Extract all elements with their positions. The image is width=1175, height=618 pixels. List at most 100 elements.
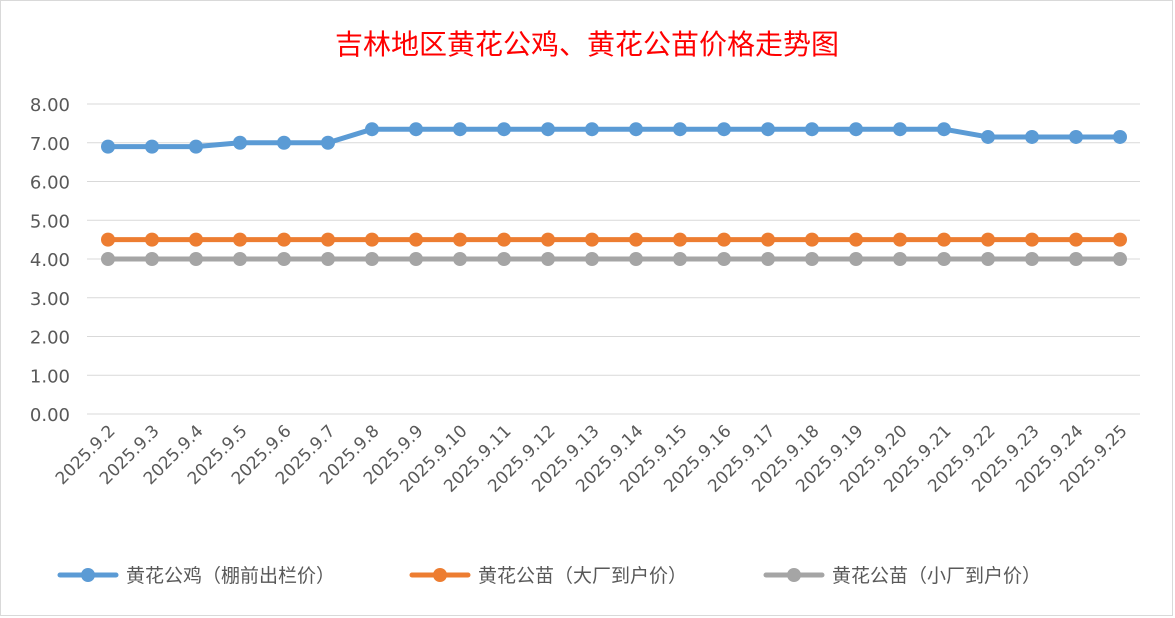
data-point bbox=[849, 232, 863, 247]
data-point bbox=[981, 252, 995, 266]
data-point bbox=[1069, 129, 1083, 144]
data-point bbox=[409, 122, 423, 137]
data-point bbox=[1069, 252, 1083, 266]
data-point bbox=[1025, 252, 1039, 266]
data-point bbox=[893, 122, 907, 137]
data-point bbox=[453, 252, 467, 266]
data-point bbox=[541, 122, 555, 137]
data-point bbox=[937, 122, 951, 137]
gridlines bbox=[87, 103, 1140, 415]
data-point bbox=[1025, 232, 1039, 247]
data-point bbox=[101, 139, 115, 154]
data-point bbox=[585, 122, 599, 137]
series-3 bbox=[101, 252, 1127, 266]
data-point bbox=[321, 232, 335, 247]
y-tick-label: 3.00 bbox=[30, 289, 70, 310]
series-1 bbox=[101, 122, 1127, 154]
y-tick-label: 1.00 bbox=[30, 366, 70, 387]
data-point bbox=[321, 252, 335, 266]
data-point bbox=[321, 135, 335, 150]
data-point bbox=[585, 232, 599, 247]
data-point bbox=[365, 122, 379, 137]
data-point bbox=[409, 232, 423, 247]
data-point bbox=[189, 139, 203, 154]
data-point bbox=[101, 252, 115, 266]
data-point bbox=[1113, 252, 1127, 266]
y-tick-label: 7.00 bbox=[30, 134, 70, 155]
data-point bbox=[189, 232, 203, 247]
data-point bbox=[145, 252, 159, 266]
legend-swatch-marker bbox=[787, 568, 801, 582]
data-point bbox=[541, 252, 555, 266]
data-point bbox=[585, 252, 599, 266]
data-point bbox=[277, 232, 291, 247]
legend-label: 黄花公鸡（棚前出栏价） bbox=[126, 565, 335, 587]
legend-label: 黄花公苗（大厂到户价） bbox=[478, 565, 687, 587]
data-point bbox=[937, 252, 951, 266]
legend-label: 黄花公苗（小厂到户价） bbox=[832, 565, 1041, 587]
data-point bbox=[1113, 129, 1127, 144]
y-tick-label: 0.00 bbox=[30, 405, 70, 426]
data-point bbox=[1025, 129, 1039, 144]
data-point bbox=[629, 252, 643, 266]
legend-item: 黄花公苗（大厂到户价） bbox=[409, 565, 687, 587]
data-point bbox=[805, 122, 819, 137]
data-point bbox=[233, 252, 247, 266]
x-axis-ticks: 2025.9.22025.9.32025.9.42025.9.52025.9.6… bbox=[52, 421, 1132, 496]
y-tick-label: 6.00 bbox=[30, 173, 70, 194]
data-point bbox=[1113, 232, 1127, 247]
data-point bbox=[673, 122, 687, 137]
data-point bbox=[541, 232, 555, 247]
data-point bbox=[409, 252, 423, 266]
data-point bbox=[937, 232, 951, 247]
legend-swatch-marker bbox=[433, 568, 447, 582]
data-point bbox=[1069, 232, 1083, 247]
data-point bbox=[981, 129, 995, 144]
series-group bbox=[101, 122, 1127, 266]
legend: 黄花公鸡（棚前出栏价） 黄花公苗（大厂到户价） 黄花公苗（小厂到户价） bbox=[57, 565, 1041, 587]
data-point bbox=[629, 122, 643, 137]
y-axis-ticks: 0.00 1.00 2.00 3.00 4.00 5.00 6.00 7.00 8.00 bbox=[30, 95, 70, 426]
data-point bbox=[497, 122, 511, 137]
y-tick-label: 2.00 bbox=[30, 328, 70, 349]
data-point bbox=[717, 252, 731, 266]
legend-swatch-marker bbox=[81, 568, 95, 582]
series-line bbox=[105, 126, 1123, 150]
data-point bbox=[981, 232, 995, 247]
legend-item: 黄花公鸡（棚前出栏价） bbox=[57, 565, 335, 587]
y-tick-label: 8.00 bbox=[30, 95, 70, 116]
chart-title: 吉林地区黄花公鸡、黄花公苗价格走势图 bbox=[335, 28, 839, 61]
data-point bbox=[673, 252, 687, 266]
data-point bbox=[453, 122, 467, 137]
series-2 bbox=[101, 232, 1127, 247]
data-point bbox=[277, 252, 291, 266]
data-point bbox=[761, 252, 775, 266]
data-point bbox=[365, 232, 379, 247]
data-point bbox=[893, 252, 907, 266]
data-point bbox=[805, 252, 819, 266]
data-point bbox=[717, 232, 731, 247]
data-point bbox=[233, 232, 247, 247]
data-point bbox=[453, 232, 467, 247]
data-point bbox=[761, 232, 775, 247]
data-point bbox=[849, 252, 863, 266]
data-point bbox=[277, 135, 291, 150]
data-point bbox=[805, 232, 819, 247]
y-tick-label: 5.00 bbox=[30, 211, 70, 232]
data-point bbox=[189, 252, 203, 266]
data-point bbox=[233, 135, 247, 150]
data-point bbox=[893, 232, 907, 247]
data-point bbox=[717, 122, 731, 137]
data-point bbox=[673, 232, 687, 247]
data-point bbox=[497, 252, 511, 266]
data-point bbox=[101, 232, 115, 247]
data-point bbox=[145, 232, 159, 247]
data-point bbox=[497, 232, 511, 247]
data-point bbox=[365, 252, 379, 266]
y-tick-label: 4.00 bbox=[30, 250, 70, 271]
data-point bbox=[761, 122, 775, 137]
legend-item: 黄花公苗（小厂到户价） bbox=[763, 565, 1041, 587]
data-point bbox=[629, 232, 643, 247]
data-point bbox=[145, 139, 159, 154]
